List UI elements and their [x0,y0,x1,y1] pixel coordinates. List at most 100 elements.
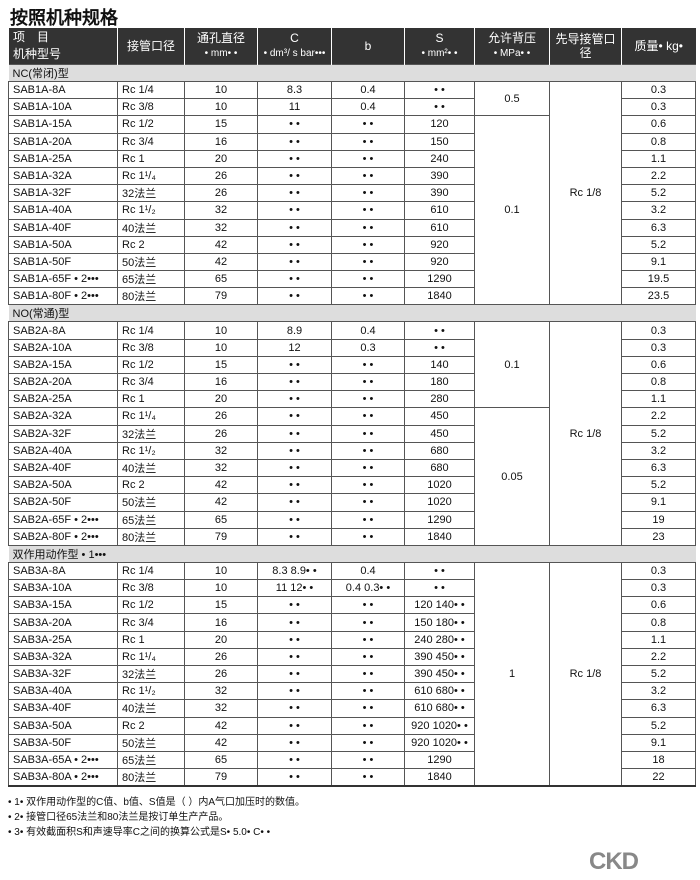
mass-cell: 0.3 [621,338,696,357]
b-cell: • • [331,424,405,443]
b-cell: • • [331,647,405,667]
table-row: SAB1A-40A Rc 1¹/₂ 32 • • • • 610 3.2 [8,201,696,220]
b-cell: • • [331,407,405,426]
header-c: C • dm³/ s bar••• [257,28,332,65]
bore-cell: 79 [184,287,258,306]
table-row: SAB2A-50F 50法兰 42 • • • • 1020 9.1 [8,493,696,512]
table-row: SAB2A-65F • 2••• 65法兰 65 • • • • 1290 19 [8,510,696,529]
mass-cell: 5.2 [621,235,696,254]
model-cell: SAB1A-8A [8,80,118,100]
model-cell: SAB3A-20A [8,613,118,632]
model-cell: SAB2A-32A [8,407,118,426]
c-cell: • • [257,424,332,443]
note: • 1• 双作用动作型的C值、b值、S值是（ ）内A气口加压时的数值。 [8,797,306,808]
c-cell: • • [257,149,332,168]
s-cell: 680 [404,458,475,478]
model-cell: SAB3A-32F [8,664,118,684]
c-cell: • • [257,630,332,649]
header-item-model: 项 目机种型号 [8,28,118,65]
bore-cell: 20 [184,149,258,168]
table-row: SAB3A-10A Rc 3/8 10 11 12• • 0.4 0.3• • • • 0.… [8,579,696,598]
port-cell: 32法兰 [117,664,185,684]
c-cell: • • [257,510,332,529]
b-cell: • • [331,149,405,168]
s-cell: 240 [404,149,475,168]
table-row: SAB1A-8A Rc 1/4 10 8.3 0.4 • • 0.5 Rc 1/8 0.3 [8,80,696,306]
s-cell: 610 [404,201,475,220]
table-row: SAB3A-50A Rc 2 42 • • • • 920 1020• • 5.2 [8,716,696,735]
s-cell: • • [404,579,475,598]
port-cell: Rc 1/2 [117,115,185,134]
c-cell: • • [257,750,332,770]
bore-cell: 65 [184,270,258,289]
s-cell: 1290 [404,750,475,770]
bore-cell: 42 [184,493,258,512]
c-cell: 8.3 [257,80,332,100]
port-cell: 50法兰 [117,252,185,272]
header-s: S • mm²• • [404,28,475,65]
mass-cell: 1.1 [621,149,696,168]
header-pilot: 先导接管口径 [549,28,622,65]
b-cell: 0.4 [331,321,405,340]
b-cell: • • [331,270,405,289]
model-cell: SAB3A-65A • 2••• [8,750,118,770]
section-header: NC(常闭)型 [8,64,696,82]
page-title: 按照机种规格 [10,8,118,29]
header-mass: 质量• kg• [621,28,696,65]
table-row: SAB3A-65A • 2••• 65法兰 65 • • • • 1290 18 [8,750,696,770]
port-cell: 80法兰 [117,287,185,306]
model-cell: SAB1A-80F • 2••• [8,287,118,306]
bore-cell: 42 [184,733,258,752]
s-cell: 150 [404,132,475,151]
c-cell: • • [257,132,332,151]
c-cell: • • [257,664,332,684]
table-row: SAB1A-65F • 2••• 65法兰 65 • • • • 1290 19.5 [8,270,696,289]
bore-cell: 42 [184,252,258,272]
bore-cell: 79 [184,527,258,546]
mass-cell: 18 [621,750,696,770]
backpressure-cell: 1 [474,561,550,787]
note: • 2• 接管口径65法兰和80法兰是按订单生产产品。 [8,812,229,823]
b-cell: • • [331,527,405,546]
port-cell: Rc 3/4 [117,132,185,151]
model-cell: SAB1A-40A [8,201,118,220]
model-cell: SAB2A-15A [8,355,118,375]
bore-cell: 79 [184,768,258,787]
b-cell: • • [331,664,405,684]
bore-cell: 26 [184,166,258,186]
mass-cell: 5.2 [621,664,696,684]
port-cell: Rc 2 [117,716,185,735]
c-cell: • • [257,407,332,426]
mass-cell: 9.1 [621,733,696,752]
table-row: SAB2A-8A Rc 1/4 10 8.9 0.4 • • 0.1 Rc 1/8 0.3 [8,321,696,546]
port-cell: 40法兰 [117,699,185,718]
s-cell: 1840 [404,768,475,787]
mass-cell: 0.3 [621,80,696,100]
table-row: SAB2A-80F • 2••• 80法兰 79 • • • • 1840 23 [8,527,696,546]
table-row: SAB2A-32A Rc 1¹/₄ 26 • • • • 450 0.05 2.2 [8,407,696,546]
model-cell: SAB1A-15A [8,115,118,134]
backpressure-cell: 0.1 [474,321,550,409]
s-cell: 1840 [404,527,475,546]
model-cell: SAB2A-80F • 2••• [8,527,118,546]
table-row: SAB2A-50A Rc 2 42 • • • • 1020 5.2 [8,476,696,495]
c-cell: • • [257,270,332,289]
spec-table: 项 目机种型号 接管口径 通孔直径 • mm• • C • dm³/ s bar••… [8,28,696,788]
c-cell: • • [257,476,332,495]
b-cell: • • [331,252,405,272]
port-cell: 80法兰 [117,768,185,787]
pilot-port-cell: Rc 1/8 [549,80,622,306]
table-row: SAB3A-32F 32法兰 26 • • • • 390 450• • 5.2 [8,664,696,684]
header-port: 接管口径 [117,28,185,65]
mass-cell: 0.8 [621,372,696,392]
s-cell: 1290 [404,510,475,529]
mass-cell: 0.8 [621,613,696,632]
b-cell: • • [331,476,405,495]
c-cell: • • [257,682,332,701]
s-cell: 1020 [404,493,475,512]
bore-cell: 15 [184,115,258,134]
port-cell: Rc 1¹/₄ [117,166,185,186]
model-cell: SAB2A-40F [8,458,118,478]
c-cell: • • [257,184,332,203]
mass-cell: 6.3 [621,699,696,718]
